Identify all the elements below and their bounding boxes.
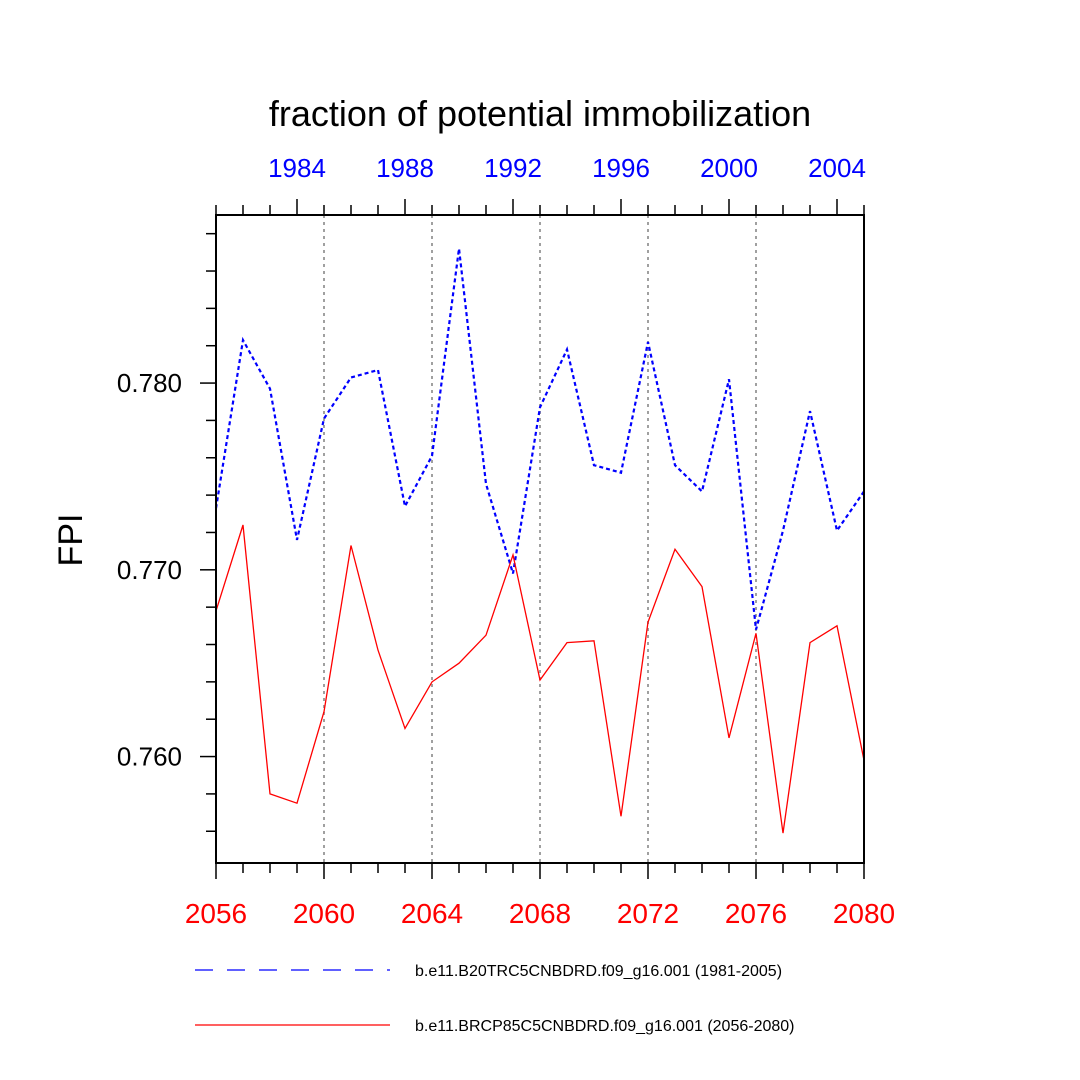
y-tick-label: 0.770 bbox=[117, 555, 182, 585]
chart-title: fraction of potential immobilization bbox=[269, 93, 811, 134]
y-tick-label: 0.780 bbox=[117, 368, 182, 398]
axes: 2056 2060 2064 2068 2072 2076 2080 1984 1988 1992… bbox=[117, 153, 895, 929]
x-bottom-tick-label: 2060 bbox=[293, 898, 355, 929]
legend-label-rcp85: b.e11.BRCP85C5CNBDRD.f09_g16.001 (2056-2… bbox=[415, 1018, 794, 1035]
series-line-rcp85 bbox=[215, 524, 865, 834]
grid-lines bbox=[323, 215, 757, 863]
x-top-tick-label: 1988 bbox=[376, 153, 434, 183]
legend-label-historical: b.e11.B20TRC5CNBDRD.f09_g16.001 (1981-20… bbox=[415, 963, 782, 980]
x-bottom-tick-label: 2064 bbox=[401, 898, 463, 929]
y-tick-label: 0.760 bbox=[117, 742, 182, 772]
x-top-tick-label: 1992 bbox=[484, 153, 542, 183]
x-top-tick-label: 1996 bbox=[592, 153, 650, 183]
x-top-tick-label: 2004 bbox=[808, 153, 866, 183]
x-bottom-tick-label: 2080 bbox=[833, 898, 895, 929]
plot-area bbox=[214, 248, 865, 834]
x-bottom-tick-label: 2068 bbox=[509, 898, 571, 929]
x-bottom-tick-label: 2072 bbox=[617, 898, 679, 929]
x-top-tick-label: 2000 bbox=[700, 153, 758, 183]
legend: b.e11.B20TRC5CNBDRD.f09_g16.001 (1981-20… bbox=[195, 963, 794, 1035]
y-axis-label: FPI bbox=[52, 514, 90, 567]
x-bottom-tick-label: 2056 bbox=[185, 898, 247, 929]
x-bottom-tick-label: 2076 bbox=[725, 898, 787, 929]
series-line-historical bbox=[214, 248, 865, 630]
x-top-tick-label: 1984 bbox=[268, 153, 326, 183]
